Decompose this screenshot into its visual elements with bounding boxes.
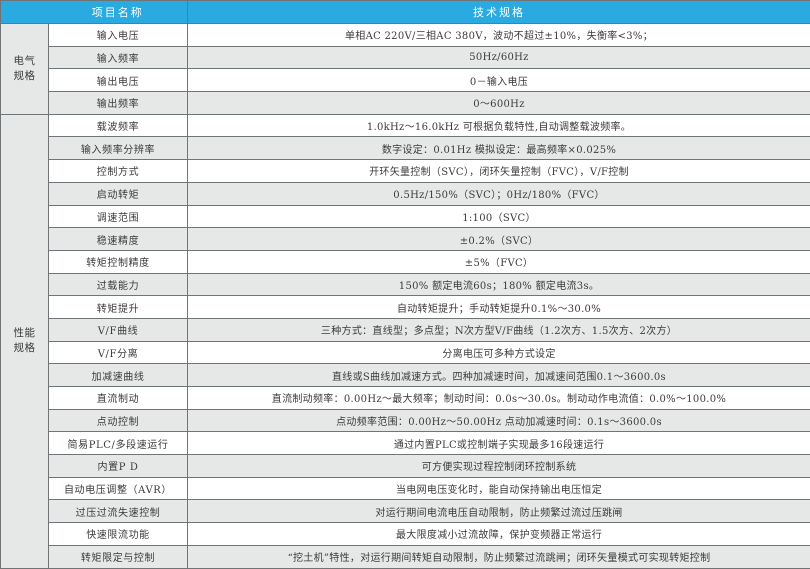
item-name-cell: 内置P D <box>49 455 188 478</box>
table-row: V/F曲线三种方式：直线型；多点型；N次方型V/F曲线（1.2次方、1.5次方、… <box>1 318 810 341</box>
item-name-cell: V/F分离 <box>49 341 188 364</box>
table-header: 项目名称 技术规格 <box>1 1 810 24</box>
item-name-cell: 输出电压 <box>49 69 188 92</box>
item-name-cell: 自动电压调整（AVR） <box>49 477 188 500</box>
table-row: 转矩限定与控制“挖土机”特性，对运行期间转矩自动限制，防止频繁过流跳闸；闭环矢量… <box>1 545 810 568</box>
item-name-cell: 过载能力 <box>49 273 188 296</box>
item-name-cell: 加减速曲线 <box>49 364 188 387</box>
table-row: 过压过流失速控制对运行期间电流电压自动限制，防止频繁过流过压跳闸 <box>1 500 810 523</box>
item-name-cell: 快速限流功能 <box>49 523 188 546</box>
item-name-cell: 简易PLC/多段速运行 <box>49 432 188 455</box>
specification-cell: 点动频率范围：0.00Hz～50.00Hz 点动加减速时间：0.1s～3600.… <box>188 409 810 432</box>
specification-cell: 0～600Hz <box>188 92 810 115</box>
group-label-line1: 性能 <box>3 326 46 341</box>
table-row: 直流制动直流制动频率：0.00Hz～最大频率；制动时间：0.0s～30.0s。制… <box>1 387 810 410</box>
item-name-cell: 转矩控制精度 <box>49 250 188 273</box>
item-name-cell: 调速范围 <box>49 205 188 228</box>
specification-cell: 自动转矩提升；手动转矩提升0.1%～30.0% <box>188 296 810 319</box>
header-row: 项目名称 技术规格 <box>1 1 810 24</box>
item-name-cell: 点动控制 <box>49 409 188 432</box>
table-row: 稳速精度±0.2%（SVC） <box>1 228 810 251</box>
table-row: 控制方式开环矢量控制（SVC），闭环矢量控制（FVC），V/F控制 <box>1 160 810 183</box>
specification-cell: 最大限度减小过流故障，保护变频器正常运行 <box>188 523 810 546</box>
group-label-cell: 电气规格 <box>1 24 49 115</box>
header-cell-item-name: 项目名称 <box>49 1 188 24</box>
group-label-line2: 规格 <box>3 69 46 84</box>
header-cell-blank <box>1 1 49 24</box>
specification-cell: 50Hz/60Hz <box>188 46 810 69</box>
specification-cell: 0－输入电压 <box>188 69 810 92</box>
table-row: 点动控制点动频率范围：0.00Hz～50.00Hz 点动加减速时间：0.1s～3… <box>1 409 810 432</box>
specification-cell: 1:100（SVC） <box>188 205 810 228</box>
specification-cell: 150% 额定电流60s；180% 额定电流3s。 <box>188 273 810 296</box>
specification-cell: 数字设定：0.01Hz 模拟设定：最高频率×0.025% <box>188 137 810 160</box>
group-label-cell: 性能规格 <box>1 114 49 568</box>
specification-cell: 1.0kHz～16.0kHz 可根据负载特性,自动调整载波频率。 <box>188 114 810 137</box>
specification-cell: 直线或S曲线加减速方式。四种加减速时间，加减速间范围0.1～3600.0s <box>188 364 810 387</box>
specification-cell: 单相AC 220V/三相AC 380V，波动不超过±10%，失衡率<3%； <box>188 24 810 47</box>
item-name-cell: 稳速精度 <box>49 228 188 251</box>
item-name-cell: 输入频率 <box>49 46 188 69</box>
item-name-cell: 载波频率 <box>49 114 188 137</box>
table-row: 简易PLC/多段速运行通过内置PLC或控制端子实现最多16段速运行 <box>1 432 810 455</box>
group-label-line1: 电气 <box>3 54 46 69</box>
specification-cell: 可方便实现过程控制闭环控制系统 <box>188 455 810 478</box>
item-name-cell: V/F曲线 <box>49 318 188 341</box>
item-name-cell: 输出频率 <box>49 92 188 115</box>
specification-cell: 通过内置PLC或控制端子实现最多16段速运行 <box>188 432 810 455</box>
table-row: 转矩控制精度±5%（FVC） <box>1 250 810 273</box>
header-cell-specification: 技术规格 <box>188 1 810 24</box>
specification-cell: 直流制动频率：0.00Hz～最大频率；制动时间：0.0s～30.0s。制动动作电… <box>188 387 810 410</box>
table-row: 自动电压调整（AVR）当电网电压变化时，能自动保持输出电压恒定 <box>1 477 810 500</box>
table-row: 电气规格输入电压单相AC 220V/三相AC 380V，波动不超过±10%，失衡… <box>1 24 810 47</box>
specification-cell: 开环矢量控制（SVC），闭环矢量控制（FVC），V/F控制 <box>188 160 810 183</box>
table-row: 输入频率分辨率数字设定：0.01Hz 模拟设定：最高频率×0.025% <box>1 137 810 160</box>
specification-cell: 三种方式：直线型；多点型；N次方型V/F曲线（1.2次方、1.5次方、2次方） <box>188 318 810 341</box>
table-row: 转矩提升自动转矩提升；手动转矩提升0.1%～30.0% <box>1 296 810 319</box>
specification-cell: 分离电压可多种方式设定 <box>188 341 810 364</box>
specification-cell: 0.5Hz/150%（SVC）；0Hz/180%（FVC） <box>188 182 810 205</box>
specification-cell: 对运行期间电流电压自动限制，防止频繁过流过压跳闸 <box>188 500 810 523</box>
item-name-cell: 过压过流失速控制 <box>49 500 188 523</box>
table-row: 加减速曲线直线或S曲线加减速方式。四种加减速时间，加减速间范围0.1～3600.… <box>1 364 810 387</box>
item-name-cell: 启动转矩 <box>49 182 188 205</box>
item-name-cell: 直流制动 <box>49 387 188 410</box>
item-name-cell: 转矩限定与控制 <box>49 545 188 568</box>
item-name-cell: 输入电压 <box>49 24 188 47</box>
item-name-cell: 转矩提升 <box>49 296 188 319</box>
item-name-cell: 输入频率分辨率 <box>49 137 188 160</box>
specification-cell: ±0.2%（SVC） <box>188 228 810 251</box>
table-row: 快速限流功能最大限度减小过流故障，保护变频器正常运行 <box>1 523 810 546</box>
table-row: V/F分离分离电压可多种方式设定 <box>1 341 810 364</box>
group-label-line2: 规格 <box>3 341 46 356</box>
specification-cell: 当电网电压变化时，能自动保持输出电压恒定 <box>188 477 810 500</box>
specification-cell: “挖土机”特性，对运行期间转矩自动限制，防止频繁过流跳闸；闭环矢量模式可实现转矩… <box>188 545 810 568</box>
item-name-cell: 控制方式 <box>49 160 188 183</box>
table-body: 电气规格输入电压单相AC 220V/三相AC 380V，波动不超过±10%，失衡… <box>1 24 810 569</box>
specification-cell: ±5%（FVC） <box>188 250 810 273</box>
